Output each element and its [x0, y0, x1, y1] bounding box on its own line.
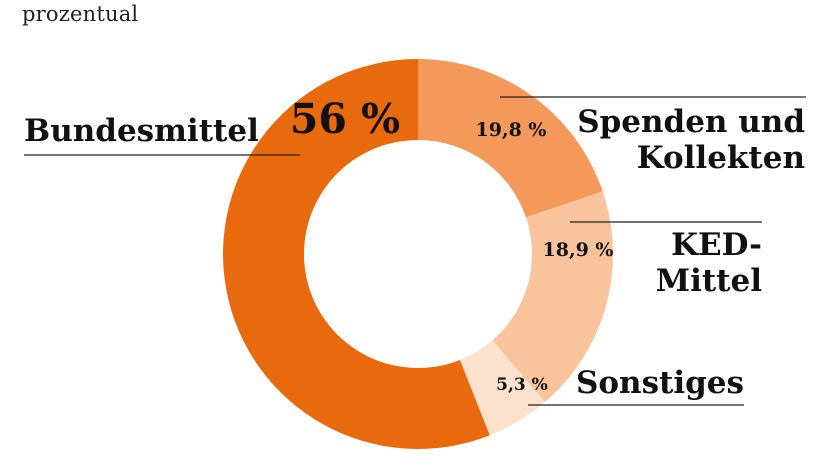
value-label-sonstiges: 5,3 %: [496, 375, 548, 395]
value-label-spenden-und-kollekten: 19,8 %: [476, 119, 547, 141]
category-label-spenden-und-kollekten: Spenden und Kollekten: [577, 104, 805, 176]
value-label-bundesmittel: 56 %: [290, 95, 400, 143]
category-label-line: Mittel: [656, 263, 762, 299]
value-label-ked-mittel: 18,9 %: [543, 239, 614, 261]
slice-sonstiges: [459, 340, 546, 436]
category-label-line: Sonstiges: [576, 365, 744, 401]
category-label-line: Kollekten: [637, 140, 805, 176]
category-label-line: KED-: [671, 227, 762, 263]
value-labels: 19,8 % 18,9 % 5,3 % 56 %: [290, 95, 614, 395]
category-label-line: Spenden und: [577, 104, 805, 140]
slice-spenden-und-kollekten: [418, 59, 603, 218]
category-label-line: Bundesmittel: [24, 113, 259, 149]
category-labels: Spenden und Kollekten KED-Mittel Sonstiges B…: [24, 104, 805, 401]
leader-lines: [24, 96, 806, 406]
chart-subtitle: prozentual: [22, 2, 139, 26]
slice-bundesmittel: [223, 59, 490, 449]
slice-ked-mittel: [492, 191, 613, 402]
donut-slices: [223, 59, 613, 449]
category-label-sonstiges: Sonstiges: [576, 365, 744, 401]
category-label-ked-mittel: KED-Mittel: [656, 227, 762, 299]
category-label-bundesmittel: Bundesmittel: [24, 113, 259, 149]
